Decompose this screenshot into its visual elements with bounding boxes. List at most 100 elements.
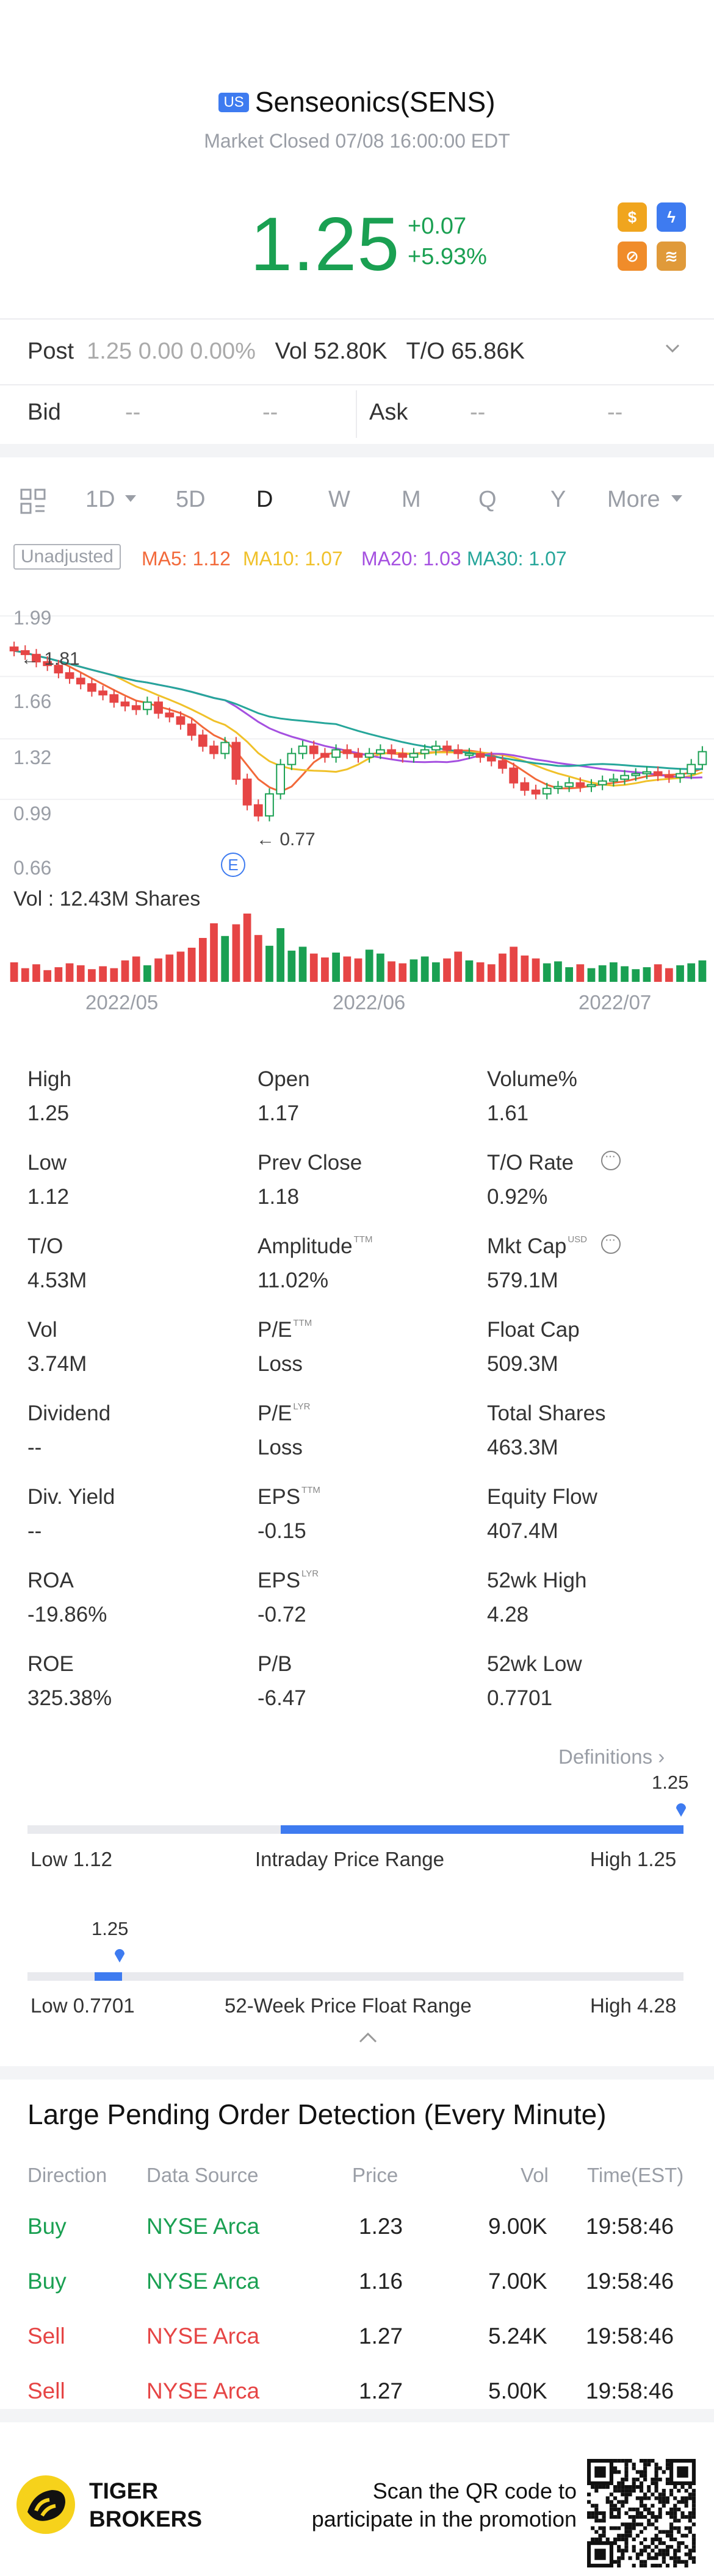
- stat-label: T/O: [27, 1234, 63, 1258]
- volume-bar: [454, 951, 463, 982]
- ma10-label: MA10: 1.07: [243, 548, 343, 570]
- candle: [242, 778, 252, 806]
- lightning-icon[interactable]: ϟ: [657, 202, 686, 232]
- stat-label: Mkt Cap USD: [487, 1234, 587, 1258]
- volume-bar: [132, 956, 140, 982]
- brand-line2: BROKERS: [89, 2506, 203, 2531]
- post-vol-label: Vol: [275, 338, 308, 364]
- info-icon[interactable]: [601, 1150, 621, 1170]
- order-cell-src: NYSE Arca: [146, 2214, 260, 2239]
- tab-more[interactable]: More: [607, 487, 660, 512]
- week52-title: 52-Week Price Float Range: [225, 1994, 472, 2017]
- post-market-row: Post 1.25 0.00 0.00% Vol 52.80K T/O 65.8…: [27, 338, 525, 365]
- stat-value: 1.18: [258, 1185, 300, 1209]
- candle: [664, 775, 674, 778]
- volume-bar: [632, 969, 640, 982]
- stat-label: P/E LYR: [258, 1401, 311, 1425]
- stat-value: Loss: [258, 1436, 303, 1459]
- tab-5d[interactable]: 5D: [176, 487, 206, 512]
- candle: [575, 782, 585, 787]
- volume-bar: [576, 964, 585, 982]
- post-label: Post: [27, 338, 74, 364]
- candle: [364, 753, 374, 758]
- order-cell-vol: 9.00K: [488, 2214, 547, 2239]
- education-icon[interactable]: ≋: [657, 242, 686, 271]
- volume-bar: [143, 965, 151, 982]
- candle: [464, 753, 474, 756]
- candle: [353, 753, 363, 758]
- stat-label: Prev Close: [258, 1151, 362, 1175]
- stat-label: Open: [258, 1067, 310, 1091]
- tab-q[interactable]: Q: [478, 487, 497, 512]
- candle: [98, 690, 107, 696]
- candle: [620, 775, 629, 780]
- order-cell-price: 1.16: [359, 2269, 403, 2294]
- stat-value: 1.25: [27, 1101, 70, 1125]
- stat-label: ROE: [27, 1652, 74, 1676]
- stock-name: Senseonics(SENS): [254, 86, 496, 118]
- tab-d[interactable]: D: [256, 487, 273, 512]
- volume-bar: [598, 965, 607, 982]
- tab-1d[interactable]: 1D: [85, 487, 115, 512]
- info-icon[interactable]: [601, 1233, 621, 1254]
- tab-m[interactable]: M: [402, 487, 421, 512]
- candle: [20, 650, 30, 656]
- last-price: 1.25: [250, 202, 400, 287]
- candle: [253, 804, 263, 817]
- candle: [187, 723, 197, 736]
- chevron-down-icon[interactable]: [664, 340, 681, 357]
- candle: [265, 793, 274, 817]
- volume-bar: [398, 963, 407, 982]
- y-tick-label: 0.66: [13, 857, 52, 879]
- tab-w[interactable]: W: [328, 487, 350, 512]
- candle: [420, 749, 430, 754]
- dollar-icon[interactable]: $: [618, 202, 647, 232]
- stat-label: Vol: [27, 1318, 57, 1342]
- order-cell-time: 19:58:46: [586, 2214, 674, 2239]
- volume-bar: [587, 968, 596, 982]
- ma5-line: [13, 649, 703, 793]
- candle: [676, 773, 685, 778]
- volume-bar: [154, 958, 162, 982]
- volume-bar: [32, 964, 40, 982]
- volume-bar: [610, 962, 618, 982]
- market-badge: US: [218, 93, 249, 112]
- candle: [120, 701, 130, 707]
- candle: [554, 785, 563, 789]
- order-cell-time: 19:58:46: [586, 2269, 674, 2294]
- candle: [220, 742, 230, 754]
- no-commission-icon[interactable]: ⊘: [618, 242, 647, 271]
- stat-label: 52wk Low: [487, 1652, 582, 1676]
- tab-y[interactable]: Y: [550, 487, 566, 512]
- adjust-toggle[interactable]: Unadjusted: [13, 544, 121, 570]
- stat-label: EPS LYR: [258, 1569, 319, 1592]
- volume-chart: [10, 914, 707, 982]
- candle: [631, 773, 641, 776]
- volume-bar: [465, 960, 474, 982]
- volume-bar: [243, 914, 251, 982]
- week52-track: [27, 1972, 683, 1981]
- definitions-link[interactable]: Definitions ›: [558, 1745, 665, 1768]
- earnings-marker-icon[interactable]: E: [221, 853, 245, 877]
- stat-label: EPS TTM: [258, 1485, 320, 1509]
- layout-icon[interactable]: [20, 488, 46, 515]
- volume-bar: [388, 961, 395, 982]
- ask-label: Ask: [369, 399, 408, 425]
- candle: [453, 749, 463, 754]
- stat-label: Div. Yield: [27, 1485, 115, 1509]
- candle: [165, 712, 175, 718]
- y-tick-label: 1.66: [13, 690, 52, 712]
- volume-bar: [698, 960, 707, 982]
- volume-bar: [476, 962, 485, 982]
- volume-bar: [654, 964, 662, 982]
- market-status: Market Closed 07/08 16:00:00 EDT: [204, 130, 510, 152]
- candlestick-chart[interactable]: [0, 604, 714, 878]
- volume-bar: [665, 968, 673, 982]
- candle: [309, 745, 319, 754]
- chevron-up-icon[interactable]: [358, 2031, 378, 2044]
- volume-bar: [332, 953, 340, 982]
- volume-bar: [221, 936, 229, 982]
- candle: [531, 789, 541, 795]
- candle: [54, 665, 63, 674]
- qr-code[interactable]: [587, 2459, 696, 2567]
